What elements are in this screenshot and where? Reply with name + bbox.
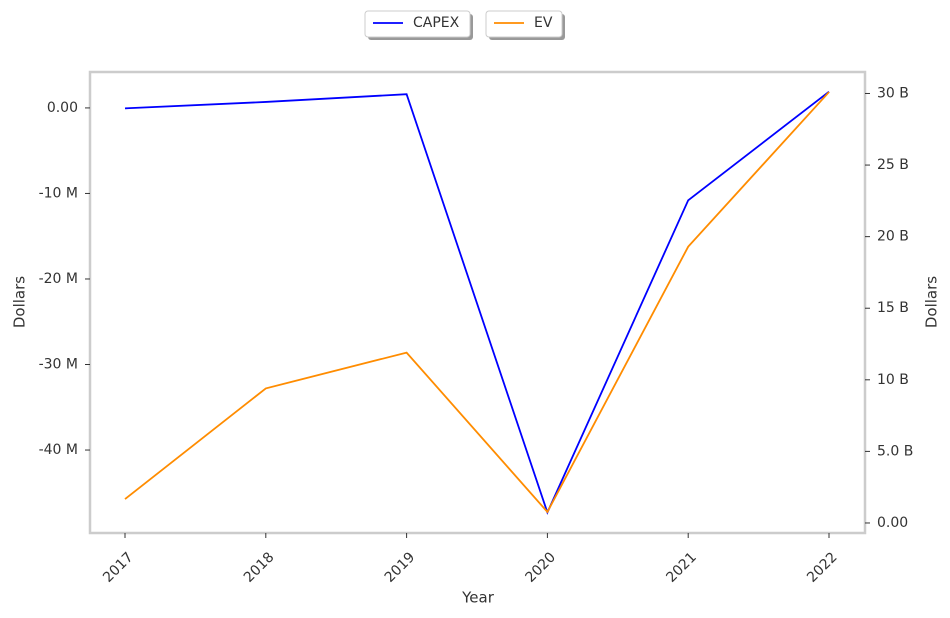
y2-tick-label: 30 B	[877, 85, 909, 101]
legend-label: CAPEX	[413, 15, 460, 31]
y-tick-label: -20 M	[39, 271, 78, 287]
plot-frame	[88, 70, 867, 535]
legend-label: EV	[534, 15, 553, 31]
y2-tick-label: 5.0 B	[877, 443, 913, 459]
x-tick-label: 2021	[663, 549, 700, 586]
line-series	[124, 90, 830, 515]
y2-tick-label: 10 B	[877, 372, 909, 388]
y-tick-label: -40 M	[39, 442, 78, 458]
x-tick-label: 2022	[804, 549, 841, 586]
legend-box	[485, 10, 563, 38]
y2-axis-label: Dollars	[923, 276, 941, 328]
y-tick-label: -10 M	[39, 185, 78, 201]
x-tick-label: 2019	[382, 549, 419, 586]
y-tick-label: 0.00	[47, 100, 78, 116]
y-axis-label: Dollars	[11, 276, 29, 328]
x-axis-label: Year	[461, 589, 495, 607]
line-series	[124, 91, 830, 514]
x-tick-label: 2018	[241, 549, 278, 586]
x-tick-label: 2020	[523, 549, 560, 586]
y2-tick-label: 20 B	[877, 229, 909, 245]
legend-box	[364, 10, 471, 38]
y-tick-label: -30 M	[39, 357, 78, 373]
x-tick-label: 2017	[100, 549, 137, 586]
y2-tick-label: 25 B	[877, 157, 909, 173]
y2-tick-label: 0.00	[877, 515, 908, 531]
y2-tick-label: 15 B	[877, 300, 909, 316]
